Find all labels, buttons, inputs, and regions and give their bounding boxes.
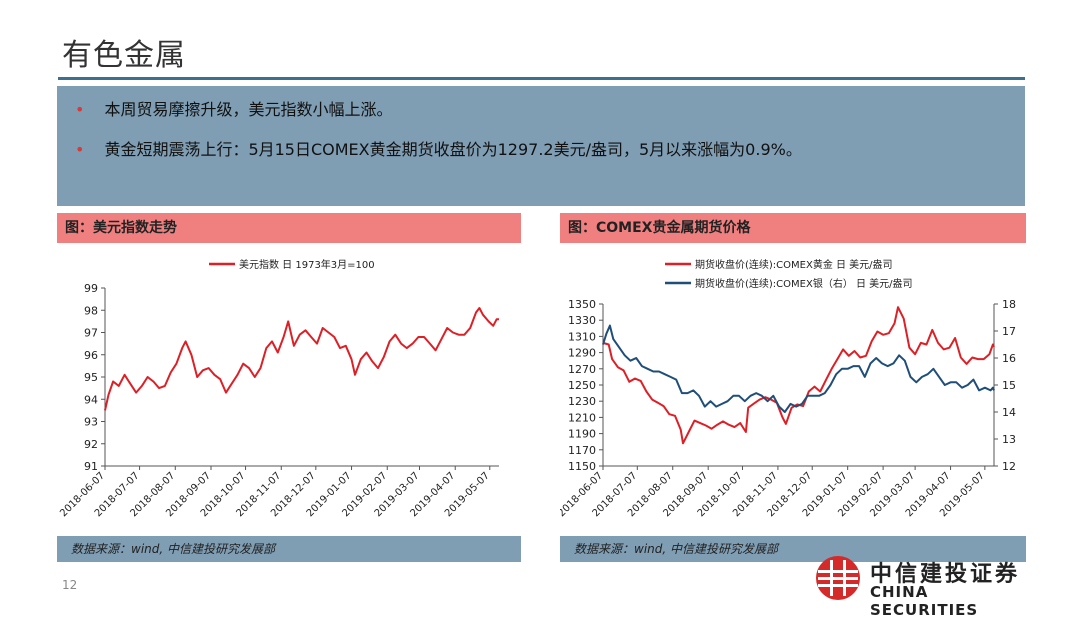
summary-bullet: • 本周贸易摩擦升级，美元指数小幅上涨。	[75, 98, 1007, 122]
left-chart-source: 数据来源：wind, 中信建投研究发展部	[57, 536, 521, 562]
y2-tick-label: 13	[1002, 433, 1016, 446]
y2-tick-label: 15	[1002, 379, 1016, 392]
y2-tick-label: 18	[1002, 298, 1016, 311]
left-chart-header: 图：美元指数走势	[57, 213, 521, 243]
y-tick-label: 93	[84, 416, 98, 429]
company-logo-icon	[816, 556, 860, 600]
y2-tick-label: 16	[1002, 352, 1016, 365]
company-name-cn: 中信建投证券	[870, 562, 1021, 587]
legend-label: 期货收盘价(连续):COMEX黄金 日 美元/盎司	[695, 258, 893, 271]
summary-bullet-text: 本周贸易摩擦升级，美元指数小幅上涨。	[104, 100, 393, 119]
y-tick-label: 96	[84, 349, 98, 362]
series-line	[602, 306, 995, 445]
y-tick-label: 1350	[568, 298, 596, 311]
y2-tick-label: 14	[1002, 406, 1016, 419]
y-tick-label: 1290	[568, 347, 596, 360]
usd-index-chart: 9192939495969798992018-06-072018-07-0720…	[58, 258, 499, 519]
right-chart-source: 数据来源：wind, 中信建投研究发展部	[560, 536, 1026, 562]
series-line	[104, 307, 499, 411]
y-tick-label: 91	[84, 460, 98, 473]
y2-tick-label: 12	[1002, 460, 1016, 473]
title-divider	[58, 77, 1025, 80]
y-tick-label: 97	[84, 327, 98, 340]
y-tick-label: 1150	[568, 460, 596, 473]
y-tick-label: 95	[84, 371, 98, 384]
page-number: 12	[62, 578, 78, 592]
y-tick-label: 98	[84, 304, 98, 317]
y-tick-label: 1310	[568, 330, 596, 343]
y-tick-label: 92	[84, 438, 98, 451]
summary-bullet-text: 黄金短期震荡上行：5月15日COMEX黄金期货收盘价为1297.2美元/盎司，5…	[104, 140, 802, 159]
y-tick-label: 1330	[568, 314, 596, 327]
summary-bullet: • 黄金短期震荡上行：5月15日COMEX黄金期货收盘价为1297.2美元/盎司…	[75, 138, 1007, 162]
legend-label: 美元指数 日 1973年3月=100	[239, 258, 375, 271]
series-line	[602, 324, 995, 413]
comex-metals-chart: 1150 1170 1190 1210 1230 1250 1270 1290 1310 1330…	[560, 258, 1016, 519]
company-logo: 中信建投证券 CHINA SECURITIES	[812, 552, 1042, 619]
y2-tick-label: 17	[1002, 325, 1016, 338]
y-tick-label: 1190	[568, 428, 596, 441]
bullet-marker: •	[75, 140, 85, 159]
y-tick-label: 99	[84, 282, 98, 295]
summary-box: • 本周贸易摩擦升级，美元指数小幅上涨。 • 黄金短期震荡上行：5月15日COM…	[57, 86, 1025, 206]
page-title: 有色金属	[62, 38, 186, 73]
right-chart-header: 图：COMEX贵金属期货价格	[560, 213, 1026, 243]
y-tick-label: 1170	[568, 444, 596, 457]
company-name-en: CHINA SECURITIES	[870, 583, 979, 619]
y-tick-label: 1230	[568, 395, 596, 408]
bullet-marker: •	[75, 100, 85, 119]
legend-label: 期货收盘价(连续):COMEX银（右） 日 美元/盎司	[695, 277, 913, 290]
y-tick-label: 1210	[568, 411, 596, 424]
y-tick-label: 1270	[568, 363, 596, 376]
y-tick-label: 94	[84, 393, 98, 406]
y-tick-label: 1250	[568, 379, 596, 392]
